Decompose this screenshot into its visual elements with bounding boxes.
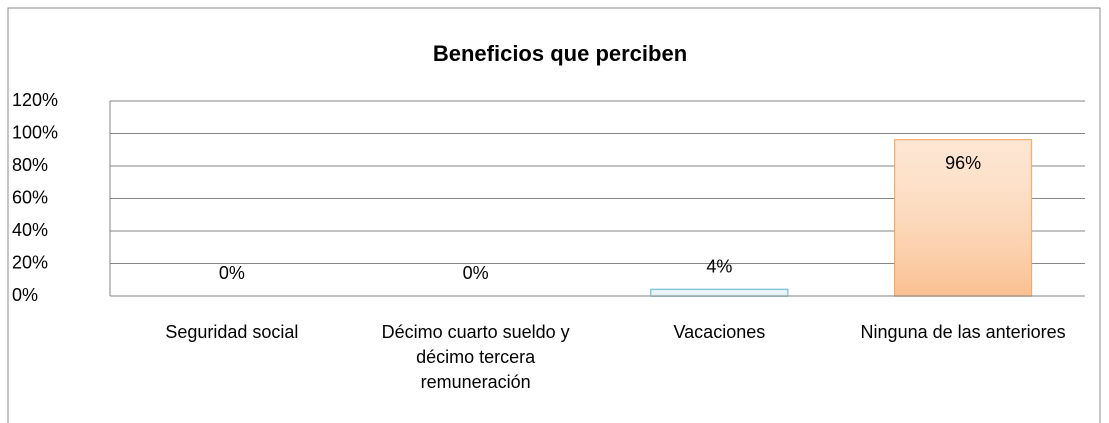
data-label: 0% [463, 263, 489, 283]
y-tick-label: 20% [12, 252, 48, 272]
bar-shade [651, 289, 788, 296]
bar-shade [894, 140, 1032, 296]
x-tick-label: Seguridad social [165, 322, 299, 342]
y-tick-label: 100% [12, 122, 58, 142]
y-tick-label: 60% [12, 187, 48, 207]
x-tick-label: Décimo cuarto sueldo y décimo tercera re… [381, 322, 570, 392]
chart-title: Beneficios que perciben [433, 41, 687, 66]
y-tick-label: 80% [12, 155, 48, 175]
y-tick-label: 0% [12, 285, 38, 305]
y-tick-label: 120% [12, 90, 58, 110]
y-tick-label: 40% [12, 220, 48, 240]
data-label: 4% [706, 256, 732, 276]
x-tick-label: Vacaciones [673, 322, 766, 342]
data-label: 96% [945, 153, 981, 173]
data-label: 0% [219, 263, 245, 283]
x-tick-label: Ninguna de las anteriores [860, 322, 1066, 342]
